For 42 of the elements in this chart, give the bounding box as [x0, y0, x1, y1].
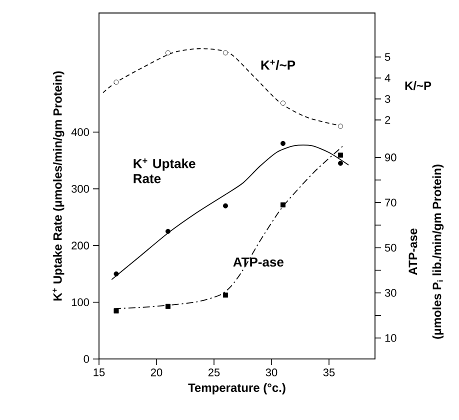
y-tick-label: 0: [84, 355, 90, 363]
y2-tick-label: 10: [385, 334, 396, 342]
y2-axis-title: ATP-ase: [408, 228, 418, 275]
point: [338, 152, 343, 158]
y3-axis-title: K/~P: [405, 81, 432, 90]
point: [280, 140, 286, 146]
point: [114, 271, 119, 276]
point: [166, 304, 170, 309]
text: (μmoles P$_{i}$ lib./min/gm Protein): [432, 164, 444, 339]
y3-tick-label: 5: [384, 53, 390, 61]
point: [166, 50, 170, 56]
point: [280, 100, 286, 106]
y-axis-title: K$^{+}$ Uptake Rate (μmoles/min/gm Protein): [52, 71, 64, 300]
x-tick-label: 20: [150, 368, 162, 376]
x-axis-title: Temperature (°c.): [188, 383, 286, 394]
point: [338, 160, 343, 166]
point: [114, 80, 119, 85]
text: K$^{+}$/~P: [261, 60, 296, 70]
point: [166, 228, 170, 234]
point: [338, 124, 343, 129]
x-tick-label: 25: [208, 368, 220, 376]
y-tick-label: 400: [71, 128, 90, 136]
text: ATP-ase: [233, 258, 284, 267]
x-tick-label: 15: [94, 368, 105, 376]
y2-tick-label: 30: [384, 288, 396, 297]
y2-tick-label: 90: [385, 154, 396, 162]
point: [223, 292, 228, 298]
y-tick-label: 200: [72, 242, 90, 250]
y-tick-label: 300: [72, 184, 90, 193]
point: [280, 202, 286, 208]
y-tick-label: 100: [72, 298, 90, 306]
y3-tick-label: 3: [384, 95, 390, 103]
point: [223, 203, 228, 208]
y2-tick-label: 50: [384, 244, 396, 252]
x-tick-label: 30: [266, 368, 278, 376]
y3-tick-label: 2: [385, 116, 390, 124]
x-tick-label: 35: [323, 368, 335, 376]
point: [114, 308, 119, 314]
y2-tick-label: 70: [385, 198, 396, 206]
point: [223, 50, 228, 56]
text: K$^{+}$ Uptake Rate: [134, 158, 196, 184]
y3-tick-label: 4: [384, 74, 390, 82]
